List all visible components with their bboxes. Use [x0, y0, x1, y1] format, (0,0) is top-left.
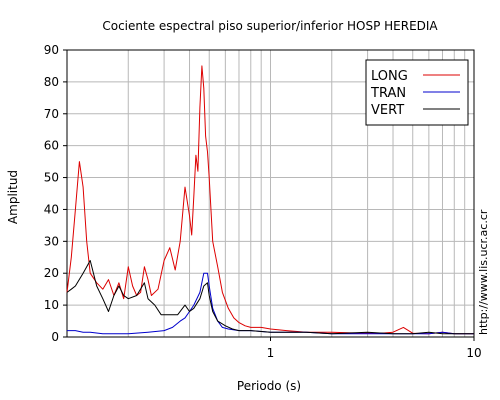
- series-line-vert: [66, 260, 474, 335]
- y-tick-label: 90: [44, 43, 59, 57]
- axis-ticks: 0 10 20 30 40 50 60 70 80 90 1 10: [44, 43, 482, 360]
- legend-label: LONG: [371, 69, 408, 84]
- legend-label: TRAN: [370, 86, 406, 101]
- y-tick-label: 80: [44, 75, 59, 89]
- y-tick-label: 40: [44, 202, 59, 216]
- series-line-tran: [67, 272, 474, 335]
- y-tick-label: 20: [44, 266, 59, 280]
- y-tick-label: 50: [44, 171, 59, 185]
- legend-label: VERT: [371, 103, 404, 118]
- y-axis-label: Amplitud: [6, 170, 20, 224]
- x-tick-label: 1: [267, 346, 275, 360]
- y-tick-label: 10: [44, 298, 59, 312]
- source-url: http://www.lis.ucr.ac.cr: [477, 209, 490, 335]
- chart-title: Cociente espectral piso superior/inferio…: [102, 19, 438, 33]
- x-tick-label: 10: [466, 346, 481, 360]
- legend: LONG TRAN VERT: [365, 59, 469, 126]
- y-tick-label: 70: [44, 107, 59, 121]
- y-tick-label: 0: [51, 330, 59, 344]
- series-layer: [66, 65, 474, 335]
- y-tick-label: 30: [44, 234, 59, 248]
- x-axis-label: Periodo (s): [237, 379, 301, 393]
- y-tick-label: 60: [44, 139, 59, 153]
